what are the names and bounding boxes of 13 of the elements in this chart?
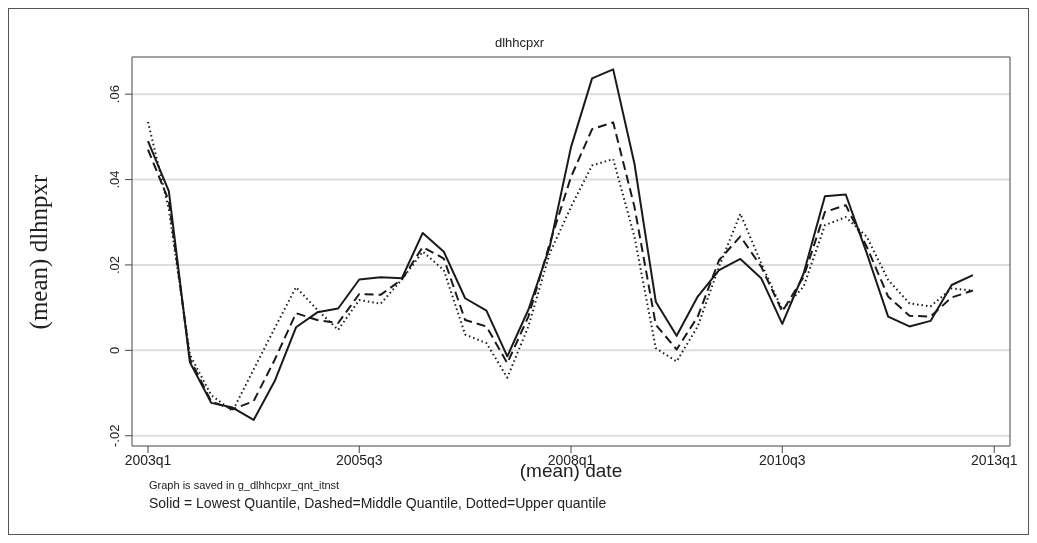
y-tick-label: -.02	[107, 424, 122, 447]
x-tick-label: 2005q3	[335, 451, 383, 468]
x-tick-label: 2013q1	[970, 451, 1018, 468]
y-axis-title: (mean) dlhnpxr	[25, 174, 53, 330]
text: Solid = Lowest Quantile, Dashed=Middle Quantile, Dotted=Upper quantile	[149, 495, 607, 511]
y-tick-label: .06	[107, 85, 122, 104]
y-tick-label: .02	[107, 255, 122, 274]
chart-title: dlhhcpxr	[493, 35, 546, 50]
y-tick-label: 0	[107, 346, 122, 354]
y-tick-label: .04	[107, 170, 122, 189]
x-tick-label: 2003q1	[124, 451, 172, 468]
x-tick-label: 2010q3	[758, 451, 806, 468]
text: Graph is saved in g_dlhhcpxr_qnt_itnst	[149, 479, 340, 491]
